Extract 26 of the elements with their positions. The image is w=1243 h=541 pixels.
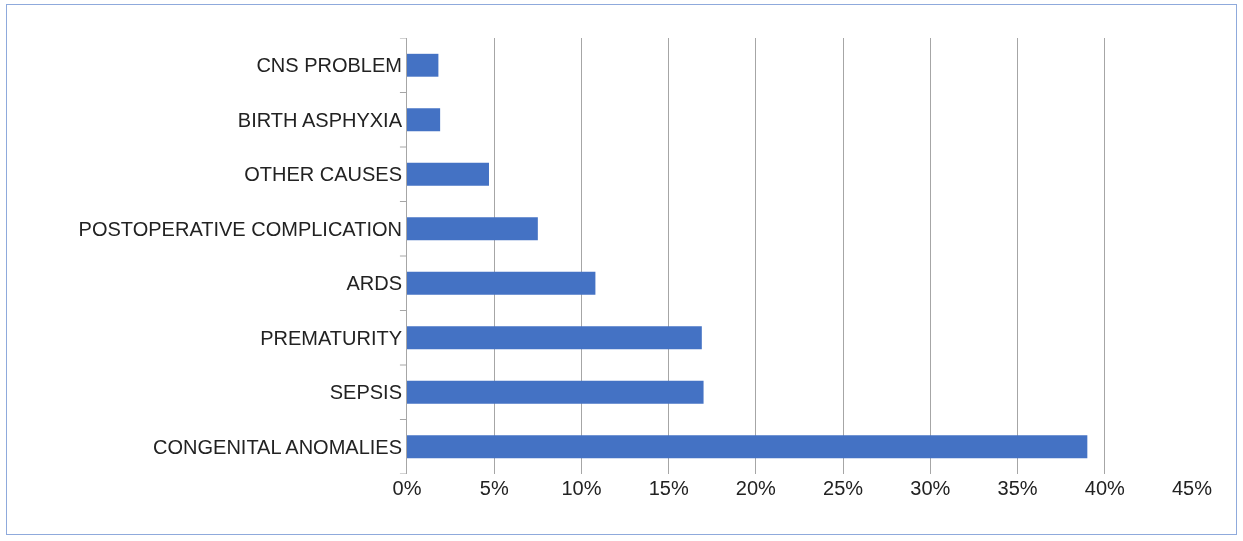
bar (407, 380, 704, 404)
x-tick-label: 15% (648, 477, 689, 499)
x-tick-label: 30% (910, 477, 951, 499)
y-tick-label: SEPSIS (329, 381, 402, 404)
bar (407, 162, 489, 186)
bar (407, 435, 1088, 459)
y-tick-label: PREMATURITY (260, 326, 402, 349)
x-tick-label: 20% (735, 477, 777, 499)
bar (407, 108, 441, 132)
x-tick-label: 25% (823, 477, 864, 499)
bar (407, 53, 439, 77)
x-tick-label: 45% (1171, 477, 1213, 499)
bar (407, 271, 596, 295)
x-tick-label: 0% (392, 477, 422, 499)
bar (407, 217, 538, 241)
y-tick-label: ARDS (346, 272, 402, 295)
bar (407, 326, 702, 350)
x-tick-label: 35% (997, 477, 1038, 499)
y-tick-label: POSTOPERATIVE COMPLICATION (78, 217, 402, 240)
x-tick-label: 40% (1084, 477, 1126, 499)
y-tick-label: CNS PROBLEM (256, 54, 402, 77)
x-tick-label: 10% (561, 477, 602, 499)
y-tick-label: BIRTH ASPHYXIA (237, 108, 403, 131)
x-tick-label: 5% (479, 477, 509, 499)
y-tick-label: CONGENITAL ANOMALIES (153, 435, 402, 458)
y-tick-label: OTHER CAUSES (244, 163, 402, 186)
